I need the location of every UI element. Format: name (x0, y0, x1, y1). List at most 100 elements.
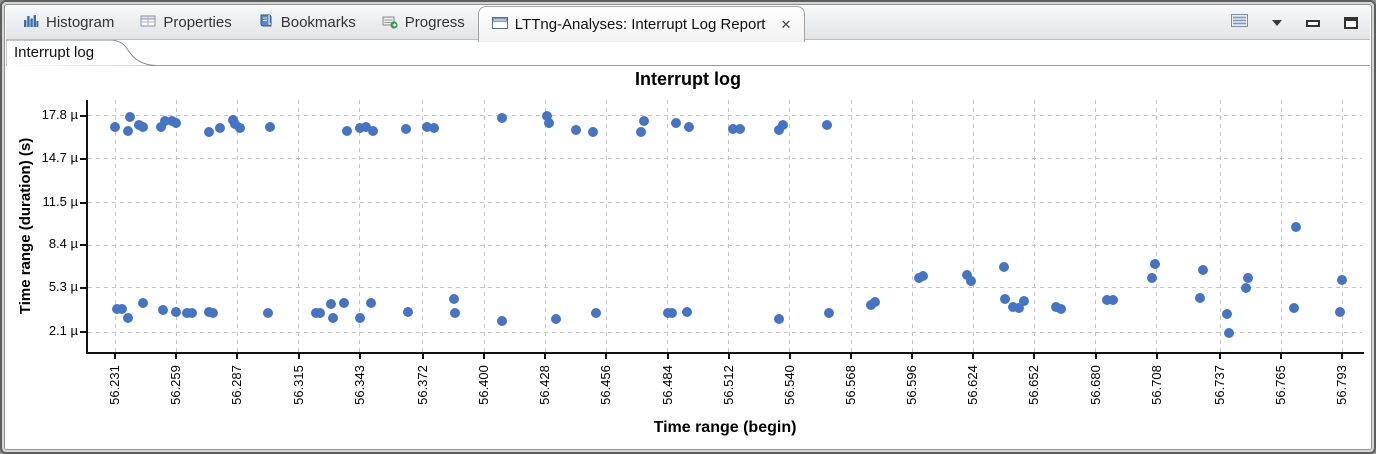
data-point (999, 293, 1010, 304)
tab-lttng-analyses-report[interactable]: LTTng-Analyses: Interrupt Log Report ✕ (477, 6, 806, 42)
data-point (1241, 282, 1252, 293)
v-gridline (972, 100, 974, 352)
tab-bookmarks[interactable]: Bookmarks (245, 6, 369, 39)
data-point (728, 123, 739, 134)
histogram-icon (23, 13, 39, 33)
data-point (155, 121, 166, 132)
v-gridline (298, 100, 299, 352)
data-point (734, 123, 745, 134)
x-tick-label: 56.400 (476, 365, 492, 405)
x-tick-mark (972, 354, 975, 359)
y-tick-mark (80, 244, 86, 247)
data-point (773, 313, 784, 324)
x-tick-label: 56.568 (843, 365, 858, 405)
data-point (428, 123, 439, 134)
tab-label: Properties (163, 14, 232, 31)
h-gridline (88, 202, 1362, 204)
data-point (158, 305, 169, 315)
x-tick-label: 56.737 (1212, 365, 1228, 405)
subtab-interrupt-log[interactable]: Interrupt log (6, 40, 156, 66)
h-gridline (88, 331, 1362, 333)
view-panel (4, 4, 1372, 450)
minimize-icon[interactable] (1306, 19, 1320, 27)
x-tick-mark (727, 354, 730, 359)
v-gridline (422, 100, 424, 352)
data-point (590, 307, 601, 318)
data-point (870, 297, 881, 308)
chart-title: Interrupt log (635, 69, 741, 89)
x-tick-label: 56.343 (351, 365, 367, 405)
data-point (1147, 273, 1158, 284)
data-point (123, 125, 134, 136)
x-tick-mark (788, 354, 791, 359)
properties-icon (140, 13, 156, 33)
data-point (666, 308, 677, 319)
x-tick-mark (114, 354, 117, 359)
x-tick-mark (297, 354, 300, 359)
tab-label: Progress (404, 14, 465, 31)
data-point (234, 123, 245, 134)
v-gridline (850, 100, 852, 352)
data-point (998, 262, 1009, 273)
y-tick-label: 8.4 µ (48, 236, 78, 252)
data-point (214, 123, 225, 134)
data-point (123, 313, 134, 324)
data-point (496, 112, 507, 123)
close-icon[interactable]: ✕ (780, 16, 792, 32)
tab-properties[interactable]: Properties (127, 6, 244, 39)
view-list-icon[interactable] (1231, 14, 1248, 32)
x-tick-label: 56.231 (107, 365, 123, 405)
data-point (125, 112, 136, 123)
data-point (1101, 295, 1112, 306)
view-menu-icon[interactable] (1272, 20, 1282, 26)
x-tick-mark (605, 354, 608, 359)
x-tick-label: 56.652 (1026, 365, 1042, 405)
data-point (1221, 309, 1232, 320)
x-tick-label: 56.540 (781, 365, 797, 405)
tab-histogram[interactable]: Histogram (10, 6, 127, 39)
v-gridline (483, 100, 485, 352)
data-point (638, 116, 649, 127)
data-point (400, 123, 411, 134)
data-point (341, 125, 352, 136)
y-axis-line (86, 100, 88, 354)
x-tick-mark (175, 354, 178, 359)
x-tick-mark (483, 354, 486, 359)
v-gridline (728, 100, 730, 352)
data-point (203, 127, 214, 138)
data-point (543, 117, 554, 128)
data-point (354, 123, 365, 134)
data-point (116, 304, 127, 315)
data-point (588, 127, 599, 138)
data-point (328, 313, 339, 324)
maximize-icon[interactable] (1344, 17, 1358, 29)
v-gridline (175, 100, 177, 352)
data-point (1289, 302, 1300, 313)
tab-progress[interactable]: Progress (369, 6, 478, 39)
data-point (315, 308, 326, 319)
data-point (1007, 301, 1018, 312)
v-gridline (236, 100, 238, 352)
y-tick-mark (80, 157, 86, 160)
data-point (551, 313, 562, 324)
subtab-label: Interrupt log (14, 44, 95, 61)
x-tick-label: 56.512 (720, 365, 736, 405)
y-tick-label: 17.8 µ (41, 106, 78, 122)
x-tick-mark (666, 354, 669, 359)
x-tick-label: 56.428 (537, 365, 553, 405)
data-point (262, 307, 273, 318)
data-point (326, 298, 337, 309)
data-point (339, 298, 350, 309)
data-point (354, 313, 365, 324)
x-tick-mark (850, 354, 852, 359)
data-point (171, 117, 182, 128)
data-point (186, 308, 197, 319)
data-point (778, 120, 789, 131)
data-point (138, 121, 149, 132)
data-point (1014, 302, 1025, 313)
data-point (160, 116, 171, 127)
progress-icon (382, 13, 398, 33)
x-tick-label: 56.680 (1087, 365, 1103, 405)
data-point (1335, 307, 1346, 318)
v-gridline (359, 100, 361, 352)
